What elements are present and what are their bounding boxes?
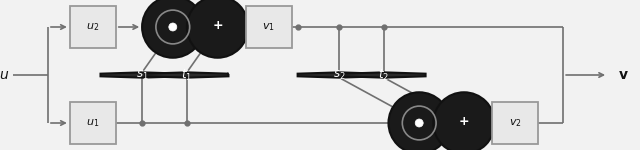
Text: $v_1$: $v_1$ (262, 21, 275, 33)
Ellipse shape (169, 23, 177, 31)
FancyBboxPatch shape (70, 6, 116, 48)
Ellipse shape (187, 0, 248, 58)
Ellipse shape (415, 119, 423, 127)
Text: +: + (212, 19, 223, 32)
Text: $t_1$: $t_1$ (181, 68, 193, 82)
Polygon shape (100, 72, 184, 78)
Ellipse shape (433, 92, 495, 150)
Text: $u_2$: $u_2$ (86, 21, 99, 33)
Text: $u$: $u$ (0, 68, 10, 82)
Text: +: + (459, 115, 469, 128)
FancyBboxPatch shape (70, 102, 116, 144)
FancyBboxPatch shape (246, 6, 292, 48)
Text: $t_2$: $t_2$ (378, 68, 390, 82)
FancyBboxPatch shape (492, 102, 538, 144)
Polygon shape (298, 72, 381, 78)
Polygon shape (342, 72, 426, 78)
Polygon shape (145, 72, 228, 78)
Text: $\mathbf{v}$: $\mathbf{v}$ (618, 68, 628, 82)
Ellipse shape (142, 0, 204, 58)
Text: $u_1$: $u_1$ (86, 117, 99, 129)
Text: $s_1$: $s_1$ (136, 68, 148, 82)
Ellipse shape (388, 92, 450, 150)
Text: $v_2$: $v_2$ (509, 117, 522, 129)
Text: $s_2$: $s_2$ (333, 68, 346, 82)
